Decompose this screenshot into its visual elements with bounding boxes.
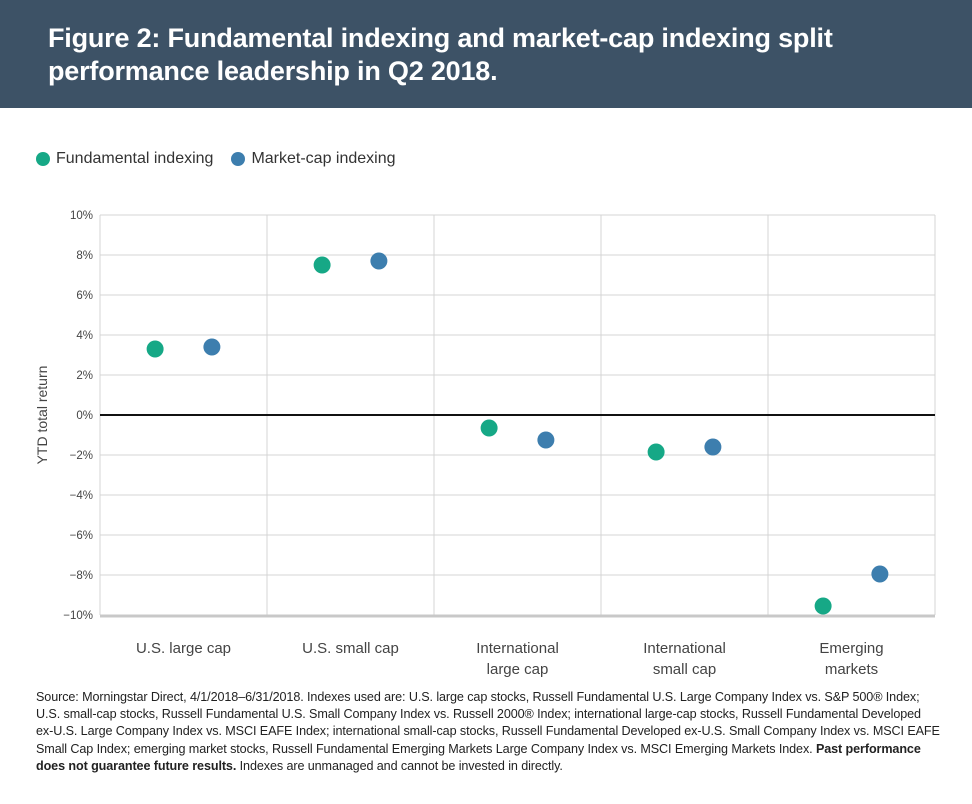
legend-item-market-cap: Market-cap indexing	[231, 150, 396, 168]
y-tick-label: −10%	[63, 610, 93, 622]
header-banner: Figure 2: Fundamental indexing and marke…	[0, 0, 972, 108]
x-category-label: markets	[825, 661, 878, 678]
legend-dot-fundamental	[36, 152, 50, 166]
point-market-cap	[537, 431, 555, 449]
source-tail: Indexes are unmanaged and cannot be inve…	[239, 758, 563, 773]
x-category-label: U.S. large cap	[136, 640, 231, 657]
x-category-label: large cap	[487, 661, 549, 678]
legend-label-market-cap: Market-cap indexing	[251, 150, 396, 167]
y-tick-label: 6%	[76, 290, 93, 302]
legend-item-fundamental: Fundamental indexing	[36, 150, 213, 168]
y-tick-label: 8%	[76, 250, 93, 262]
y-tick-label: −6%	[70, 530, 93, 542]
point-market-cap	[704, 438, 722, 456]
point-fundamental	[146, 340, 164, 358]
legend: Fundamental indexing Market-cap indexing	[36, 148, 414, 170]
x-category-label: Emerging	[819, 640, 883, 657]
source-note: Source: Morningstar Direct, 4/1/2018–6/3…	[36, 689, 941, 775]
point-market-cap	[871, 565, 889, 583]
y-axis-label: YTD total return	[34, 366, 50, 465]
point-market-cap	[203, 338, 221, 356]
x-category-label: U.S. small cap	[302, 640, 399, 657]
source-text: Source: Morningstar Direct, 4/1/2018–6/3…	[36, 690, 940, 756]
y-tick-label: −2%	[70, 450, 93, 462]
y-tick-label: 2%	[76, 370, 93, 382]
y-tick-label: 0%	[76, 410, 93, 422]
point-market-cap	[370, 252, 388, 270]
point-fundamental	[814, 597, 832, 615]
x-category-label: International	[643, 640, 726, 657]
source-disclaimer: Past performance does not guarantee futu…	[36, 741, 921, 773]
y-tick-label: 4%	[76, 330, 93, 342]
point-fundamental	[647, 443, 665, 461]
y-tick-label: −8%	[70, 570, 93, 582]
legend-dot-market-cap	[231, 152, 246, 166]
figure-title: Figure 2: Fundamental indexing and marke…	[48, 23, 833, 86]
point-fundamental	[313, 256, 331, 274]
x-category-label: small cap	[653, 661, 716, 678]
scatter-chart: 10% 8% 6% 4% 2% 0% −2% −4% −6% −8% −10% YTD total r…	[34, 210, 936, 678]
x-category-label: International	[476, 640, 559, 657]
y-tick-label: 10%	[70, 210, 93, 222]
y-tick-label: −4%	[70, 490, 93, 502]
legend-label-fundamental: Fundamental indexing	[56, 150, 214, 167]
point-fundamental	[480, 419, 498, 437]
